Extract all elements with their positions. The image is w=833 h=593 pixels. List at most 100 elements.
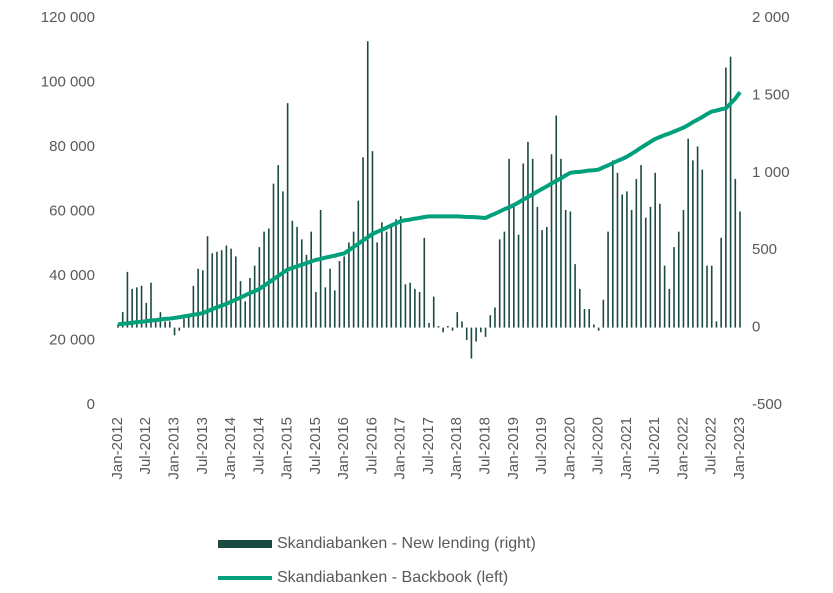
legend-label: Skandiabanken - Backbook (left) xyxy=(277,569,508,586)
bar xyxy=(329,268,331,328)
bar xyxy=(126,271,129,328)
bar xyxy=(668,288,671,328)
bar xyxy=(593,324,595,328)
bar xyxy=(677,231,680,328)
y2-tick-label: 2 000 xyxy=(752,9,790,26)
x-tick-label: Jul-2017 xyxy=(420,417,437,475)
x-tick-label: Jan-2017 xyxy=(392,417,409,480)
bar xyxy=(673,247,675,328)
bar xyxy=(513,203,515,328)
bar xyxy=(574,264,576,328)
bar xyxy=(357,200,360,328)
bar xyxy=(437,326,440,328)
x-tick-label: Jan-2022 xyxy=(674,417,691,480)
bar xyxy=(522,163,525,328)
bar xyxy=(343,256,345,328)
y2-tick-label: 500 xyxy=(752,241,777,258)
x-tick-label: Jul-2019 xyxy=(533,417,550,475)
bar xyxy=(611,160,614,328)
bar xyxy=(173,327,176,336)
y-tick-label: 120 000 xyxy=(41,9,95,26)
x-tick-label: Jul-2015 xyxy=(307,417,324,475)
bar xyxy=(489,315,492,328)
bar xyxy=(324,287,327,328)
bar xyxy=(715,321,718,328)
bar xyxy=(385,231,388,328)
bar xyxy=(211,253,214,328)
bar xyxy=(414,288,416,328)
bar xyxy=(564,209,567,328)
x-tick-label: Jul-2012 xyxy=(137,417,154,475)
bar xyxy=(555,115,558,328)
bar xyxy=(145,302,148,328)
y-tick-label: 60 000 xyxy=(49,202,95,219)
y-tick-label: 80 000 xyxy=(49,138,95,155)
bar xyxy=(202,270,204,328)
bar xyxy=(216,251,218,328)
legend-swatch xyxy=(218,540,272,548)
bar xyxy=(659,203,661,328)
bar xyxy=(296,226,298,328)
y2-tick-label: -500 xyxy=(752,396,782,413)
bar xyxy=(626,191,628,328)
bar xyxy=(734,178,737,328)
x-tick-label: Jan-2021 xyxy=(618,417,635,480)
y2-tick-label: 0 xyxy=(752,319,760,336)
bar xyxy=(739,211,741,328)
bar xyxy=(300,239,303,328)
x-tick-label: Jul-2016 xyxy=(363,417,380,475)
bar xyxy=(154,321,157,328)
bar xyxy=(348,242,350,328)
bar xyxy=(192,285,195,328)
bar xyxy=(352,231,355,328)
bar xyxy=(527,141,529,328)
bar xyxy=(150,282,152,328)
bar xyxy=(418,291,421,328)
bar xyxy=(508,158,510,328)
bar xyxy=(381,222,383,328)
bar xyxy=(635,178,638,328)
bar xyxy=(267,228,270,328)
y-tick-label: 20 000 xyxy=(49,331,95,348)
bar xyxy=(461,321,463,328)
bar xyxy=(291,220,294,328)
bar xyxy=(244,301,247,328)
bar xyxy=(404,284,407,328)
bar xyxy=(578,288,581,328)
x-tick-label: Jan-2020 xyxy=(561,417,578,480)
bar xyxy=(319,209,322,328)
bar xyxy=(621,194,623,328)
bar xyxy=(517,234,520,328)
bar xyxy=(169,321,171,328)
bar xyxy=(390,223,393,328)
bar xyxy=(720,237,722,328)
bar xyxy=(117,324,119,328)
bar xyxy=(644,217,647,328)
bar xyxy=(183,318,185,328)
bar xyxy=(583,309,586,328)
bar xyxy=(178,327,181,331)
bar xyxy=(399,216,402,328)
bar xyxy=(541,230,543,328)
bar xyxy=(136,287,138,328)
bar xyxy=(475,327,477,342)
x-tick-label: Jul-2014 xyxy=(250,417,267,475)
x-tick-label: Jul-2022 xyxy=(703,417,720,475)
bar xyxy=(531,158,534,328)
bar xyxy=(480,327,482,333)
bar xyxy=(197,268,199,328)
bar xyxy=(277,165,280,328)
x-tick-label: Jan-2019 xyxy=(505,417,522,480)
y-tick-label: 40 000 xyxy=(49,267,95,284)
bar xyxy=(315,291,317,328)
bar xyxy=(423,237,426,328)
bar xyxy=(696,146,699,328)
bar xyxy=(649,206,652,328)
bar xyxy=(333,290,336,328)
bar xyxy=(263,231,265,328)
x-tick-label: Jul-2018 xyxy=(477,417,494,475)
bar xyxy=(654,172,656,328)
x-tick-label: Jul-2013 xyxy=(194,417,211,475)
bar xyxy=(602,299,605,328)
bar xyxy=(286,103,289,328)
